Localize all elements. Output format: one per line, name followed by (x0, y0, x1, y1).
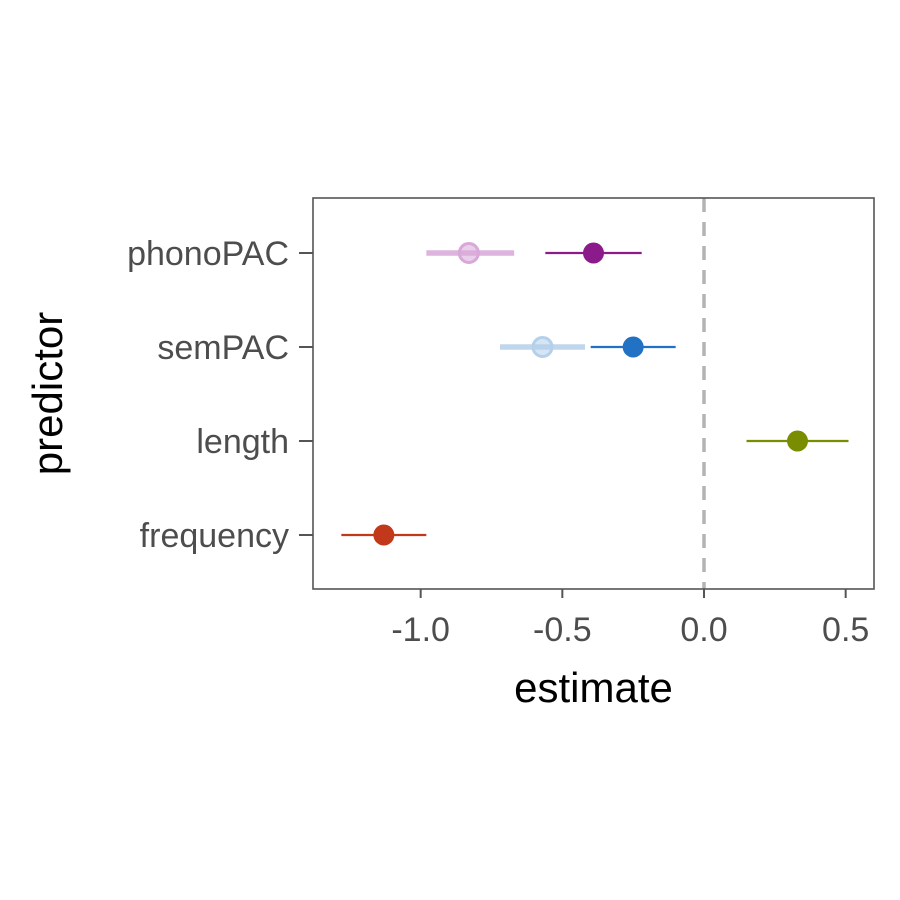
y-axis-title: predictor (24, 312, 71, 475)
plot-panel-border (312, 197, 875, 590)
point-sempac-estimate (622, 336, 644, 358)
point-phonopac-group (545, 242, 642, 264)
y-tick-label-frequency: frequency (140, 517, 289, 555)
point-sempac-faded-estimate (531, 336, 554, 358)
point-phonopac-faded-estimate (457, 242, 480, 264)
x-tick-label: -0.5 (533, 611, 592, 649)
point-sempac-faded-group (500, 336, 585, 358)
point-phonopac-estimate (583, 242, 604, 264)
point-frequency-estimate (373, 524, 395, 546)
y-tick-label-length: length (196, 423, 289, 461)
y-tick-label-sempac: semPAC (157, 329, 289, 367)
point-sempac-group (590, 336, 676, 358)
x-tick-label: 0.5 (822, 611, 869, 649)
point-phonopac-faded-group (426, 242, 515, 264)
point-length-group (746, 430, 849, 452)
point-length-estimate (787, 430, 808, 452)
x-tick-label: 0.0 (680, 611, 727, 649)
x-tick-label: -1.0 (391, 611, 450, 649)
x-axis-title: estimate (514, 664, 673, 711)
point-frequency-group (341, 524, 427, 546)
y-tick-label-phonopac: phonoPAC (127, 235, 289, 273)
